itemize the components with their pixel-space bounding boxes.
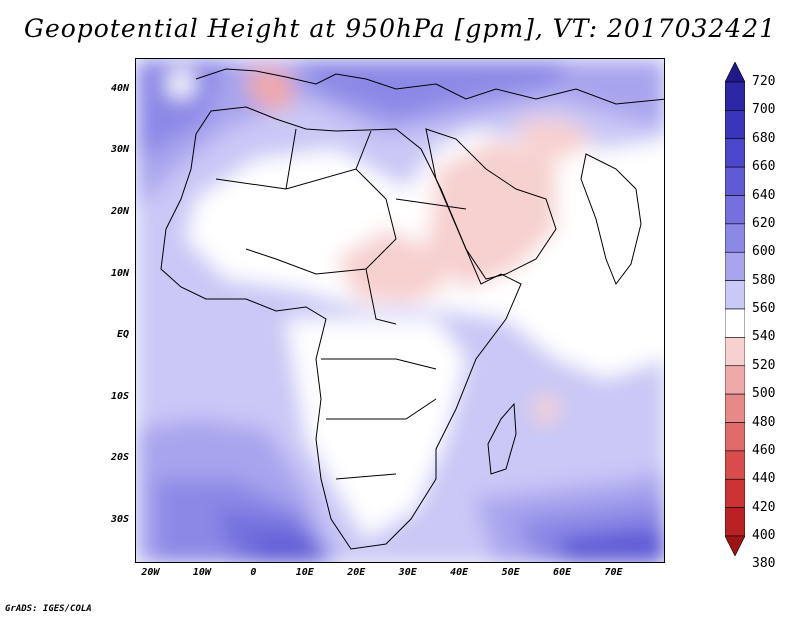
colorbar-segment [725,365,745,395]
lon-tick-label: 20E [347,567,366,578]
lat-tick-label: 40N [110,82,129,94]
colorbar-level-label: 600 [752,244,776,260]
lat-tick-label: 30S [110,513,129,525]
lat-tick-label: 10S [110,390,129,402]
lat-tick-label: 20N [110,205,129,217]
colorbar-level-label: 720 [752,74,776,89]
colorbar-level-label: 560 [752,301,776,316]
colorbar-segment [725,166,745,196]
lon-tick-label: 20W [141,567,160,578]
lat-tick-label: 10N [110,267,129,279]
colorbar-level-label: 480 [752,414,776,430]
lon-tick-label: 30E [398,567,417,578]
colorbar-segment [725,478,745,508]
colorbar-segment [725,337,745,367]
colorbar-level-label: 580 [752,272,776,288]
colorbar-segment [725,393,745,423]
colorbar-segment [725,223,745,253]
colorbar-level-label: 660 [752,159,776,175]
colorbar-segment [725,251,745,281]
lon-tick-label: 0 [250,567,257,578]
colorbar-level-label: 420 [752,499,776,515]
colorbar [725,62,745,556]
colorbar-segment [725,308,745,338]
lon-tick-label: 70E [604,567,623,578]
map-svg [136,59,664,562]
colorbar-level-label: 500 [752,386,776,402]
chart-title: Geopotential Height at 950hPa [gpm], VT:… [23,14,777,43]
colorbar-segment [725,195,745,225]
colorbar-segment [725,138,745,168]
colorbar-level-label: 680 [752,130,776,146]
colorbar-segment [725,280,745,310]
credit-text: GrADS: IGES/COLA [5,604,92,614]
colorbar-level-label: 620 [752,215,776,231]
colorbar-segment [725,110,745,140]
lon-tick-label: 10E [295,567,314,578]
coastlines-and-borders [160,68,664,550]
colorbar-level-label: 460 [752,442,776,458]
colorbar-level-label: 400 [752,528,776,543]
lat-tick-label: 30N [110,144,129,156]
colorbar-segment [725,450,745,480]
colorbar-segment [725,422,745,452]
lat-tick-label: EQ [116,329,129,341]
map-panel[interactable] [135,58,665,563]
colorbar-segment [725,62,745,83]
lon-tick-label: 10W [192,567,211,578]
height-field [136,59,664,562]
colorbar-level-label: 700 [752,102,776,118]
colorbar-level-label: 520 [752,357,776,373]
colorbar-level-label: 540 [752,329,776,345]
lon-tick-label: 50E [501,567,520,578]
colorbar-segment [725,507,745,537]
lon-tick-label: 40E [450,567,469,578]
colorbar-level-label: 380 [752,556,776,572]
lat-tick-label: 20S [110,452,129,464]
colorbar-level-label: 640 [752,187,776,203]
colorbar-segment [725,535,745,556]
colorbar-segment [725,81,745,111]
colorbar-level-label: 440 [752,471,776,487]
lon-tick-label: 60E [553,567,572,578]
